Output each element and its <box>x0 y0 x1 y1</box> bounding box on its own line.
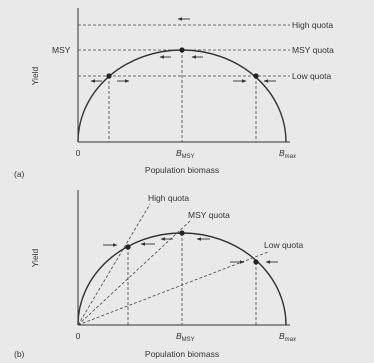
panel-a-x-tick-bmsy: BMSY <box>176 148 195 160</box>
panel-a-high-quota-label: High quota <box>292 20 333 30</box>
panel-b-high-quota-label: High quota <box>148 193 189 203</box>
panel-a-x-tick-zero: 0 <box>76 148 81 158</box>
panel-a-panel-label: (a) <box>14 169 25 179</box>
panel-b-x-axis-label: Population biomass <box>145 349 219 359</box>
panel-b-point-high <box>125 244 131 250</box>
panel-a-low-quota-label: Low quota <box>292 71 331 81</box>
panel-b-x-tick-zero: 0 <box>76 331 81 341</box>
panel-a-msy-quota-label: MSY quota <box>292 45 334 55</box>
panel-b-y-axis-label: Yield <box>30 248 40 267</box>
panel-b-high-quota-ray <box>77 203 151 326</box>
panel-a-x-axis-label: Population biomass <box>145 165 219 175</box>
panel-b: High quota MSY quota Low quota Yield 0 B… <box>14 190 303 359</box>
panel-b-x-tick-bmsy: BMSY <box>176 331 195 343</box>
panel-b-panel-label: (b) <box>14 349 25 359</box>
panel-b-msy-quota-ray <box>77 220 191 326</box>
panel-a-point-stable <box>253 73 259 79</box>
panel-a-msy-tick: MSY <box>52 45 71 55</box>
panel-a-y-axis-label: Yield <box>30 66 40 85</box>
panel-b-low-quota-label: Low quota <box>264 240 303 250</box>
panel-b-point-low <box>253 259 259 265</box>
panel-b-point-msy <box>179 230 185 236</box>
panel-b-msy-quota-label: MSY quota <box>188 210 230 220</box>
panel-a-point-msy <box>179 47 185 53</box>
panel-a-x-tick-bmax: Bmax <box>279 148 297 160</box>
panel-a: High quota MSY quota Low quota MSY Yield… <box>14 8 334 179</box>
panel-a-point-unstable <box>106 73 112 79</box>
panel-b-low-quota-ray <box>77 251 269 326</box>
panel-b-x-tick-bmax: Bmax <box>279 331 297 343</box>
